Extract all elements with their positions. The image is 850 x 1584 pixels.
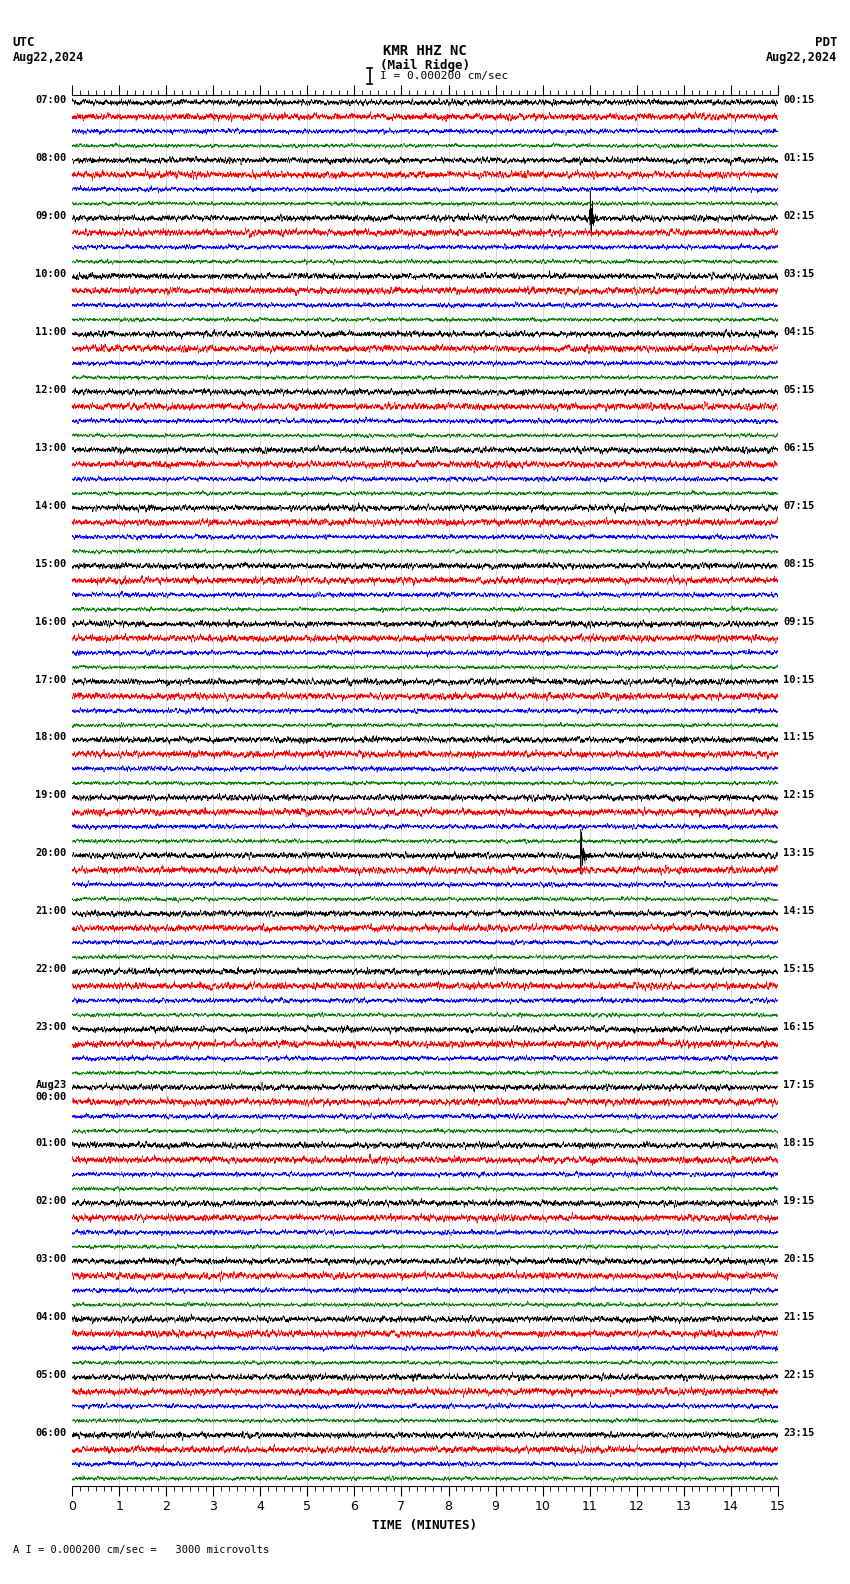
Text: 01:00: 01:00 <box>36 1137 66 1148</box>
Text: 08:15: 08:15 <box>784 559 814 569</box>
Text: 16:15: 16:15 <box>784 1022 814 1033</box>
Text: 04:00: 04:00 <box>36 1312 66 1323</box>
Text: 01:15: 01:15 <box>784 154 814 163</box>
Text: 13:00: 13:00 <box>36 442 66 453</box>
Text: 09:15: 09:15 <box>784 616 814 627</box>
Text: 00:15: 00:15 <box>784 95 814 105</box>
Text: 07:15: 07:15 <box>784 501 814 510</box>
Text: 15:00: 15:00 <box>36 559 66 569</box>
Text: 06:00: 06:00 <box>36 1427 66 1438</box>
Text: 05:00: 05:00 <box>36 1370 66 1380</box>
Text: 17:00: 17:00 <box>36 675 66 684</box>
Text: 21:15: 21:15 <box>784 1312 814 1323</box>
Text: 06:15: 06:15 <box>784 442 814 453</box>
Text: 19:00: 19:00 <box>36 790 66 800</box>
Text: 21:00: 21:00 <box>36 906 66 916</box>
Text: 16:00: 16:00 <box>36 616 66 627</box>
X-axis label: TIME (MINUTES): TIME (MINUTES) <box>372 1519 478 1532</box>
Text: (Mail Ridge): (Mail Ridge) <box>380 59 470 71</box>
Text: 14:15: 14:15 <box>784 906 814 916</box>
Text: 14:00: 14:00 <box>36 501 66 510</box>
Text: 13:15: 13:15 <box>784 849 814 859</box>
Text: 12:00: 12:00 <box>36 385 66 394</box>
Text: 19:15: 19:15 <box>784 1196 814 1205</box>
Text: 09:00: 09:00 <box>36 211 66 220</box>
Text: 17:15: 17:15 <box>784 1080 814 1090</box>
Text: Aug22,2024: Aug22,2024 <box>766 51 837 63</box>
Text: 02:00: 02:00 <box>36 1196 66 1205</box>
Text: 08:00: 08:00 <box>36 154 66 163</box>
Text: 20:00: 20:00 <box>36 849 66 859</box>
Text: 03:00: 03:00 <box>36 1255 66 1264</box>
Text: 03:15: 03:15 <box>784 269 814 279</box>
Text: 04:15: 04:15 <box>784 326 814 337</box>
Text: 11:15: 11:15 <box>784 732 814 743</box>
Text: Aug23
00:00: Aug23 00:00 <box>36 1080 66 1102</box>
Text: 05:15: 05:15 <box>784 385 814 394</box>
Text: A I = 0.000200 cm/sec =   3000 microvolts: A I = 0.000200 cm/sec = 3000 microvolts <box>13 1546 269 1555</box>
Text: I = 0.000200 cm/sec: I = 0.000200 cm/sec <box>380 71 508 81</box>
Text: 23:15: 23:15 <box>784 1427 814 1438</box>
Text: 12:15: 12:15 <box>784 790 814 800</box>
Text: 20:15: 20:15 <box>784 1255 814 1264</box>
Text: KMR HHZ NC: KMR HHZ NC <box>383 44 467 59</box>
Text: 22:00: 22:00 <box>36 965 66 974</box>
Text: 22:15: 22:15 <box>784 1370 814 1380</box>
Text: 15:15: 15:15 <box>784 965 814 974</box>
Text: 18:15: 18:15 <box>784 1137 814 1148</box>
Text: 10:00: 10:00 <box>36 269 66 279</box>
Text: 18:00: 18:00 <box>36 732 66 743</box>
Text: PDT: PDT <box>815 36 837 49</box>
Text: UTC: UTC <box>13 36 35 49</box>
Text: 11:00: 11:00 <box>36 326 66 337</box>
Text: 23:00: 23:00 <box>36 1022 66 1033</box>
Text: 10:15: 10:15 <box>784 675 814 684</box>
Text: Aug22,2024: Aug22,2024 <box>13 51 84 63</box>
Text: 02:15: 02:15 <box>784 211 814 220</box>
Text: 07:00: 07:00 <box>36 95 66 105</box>
